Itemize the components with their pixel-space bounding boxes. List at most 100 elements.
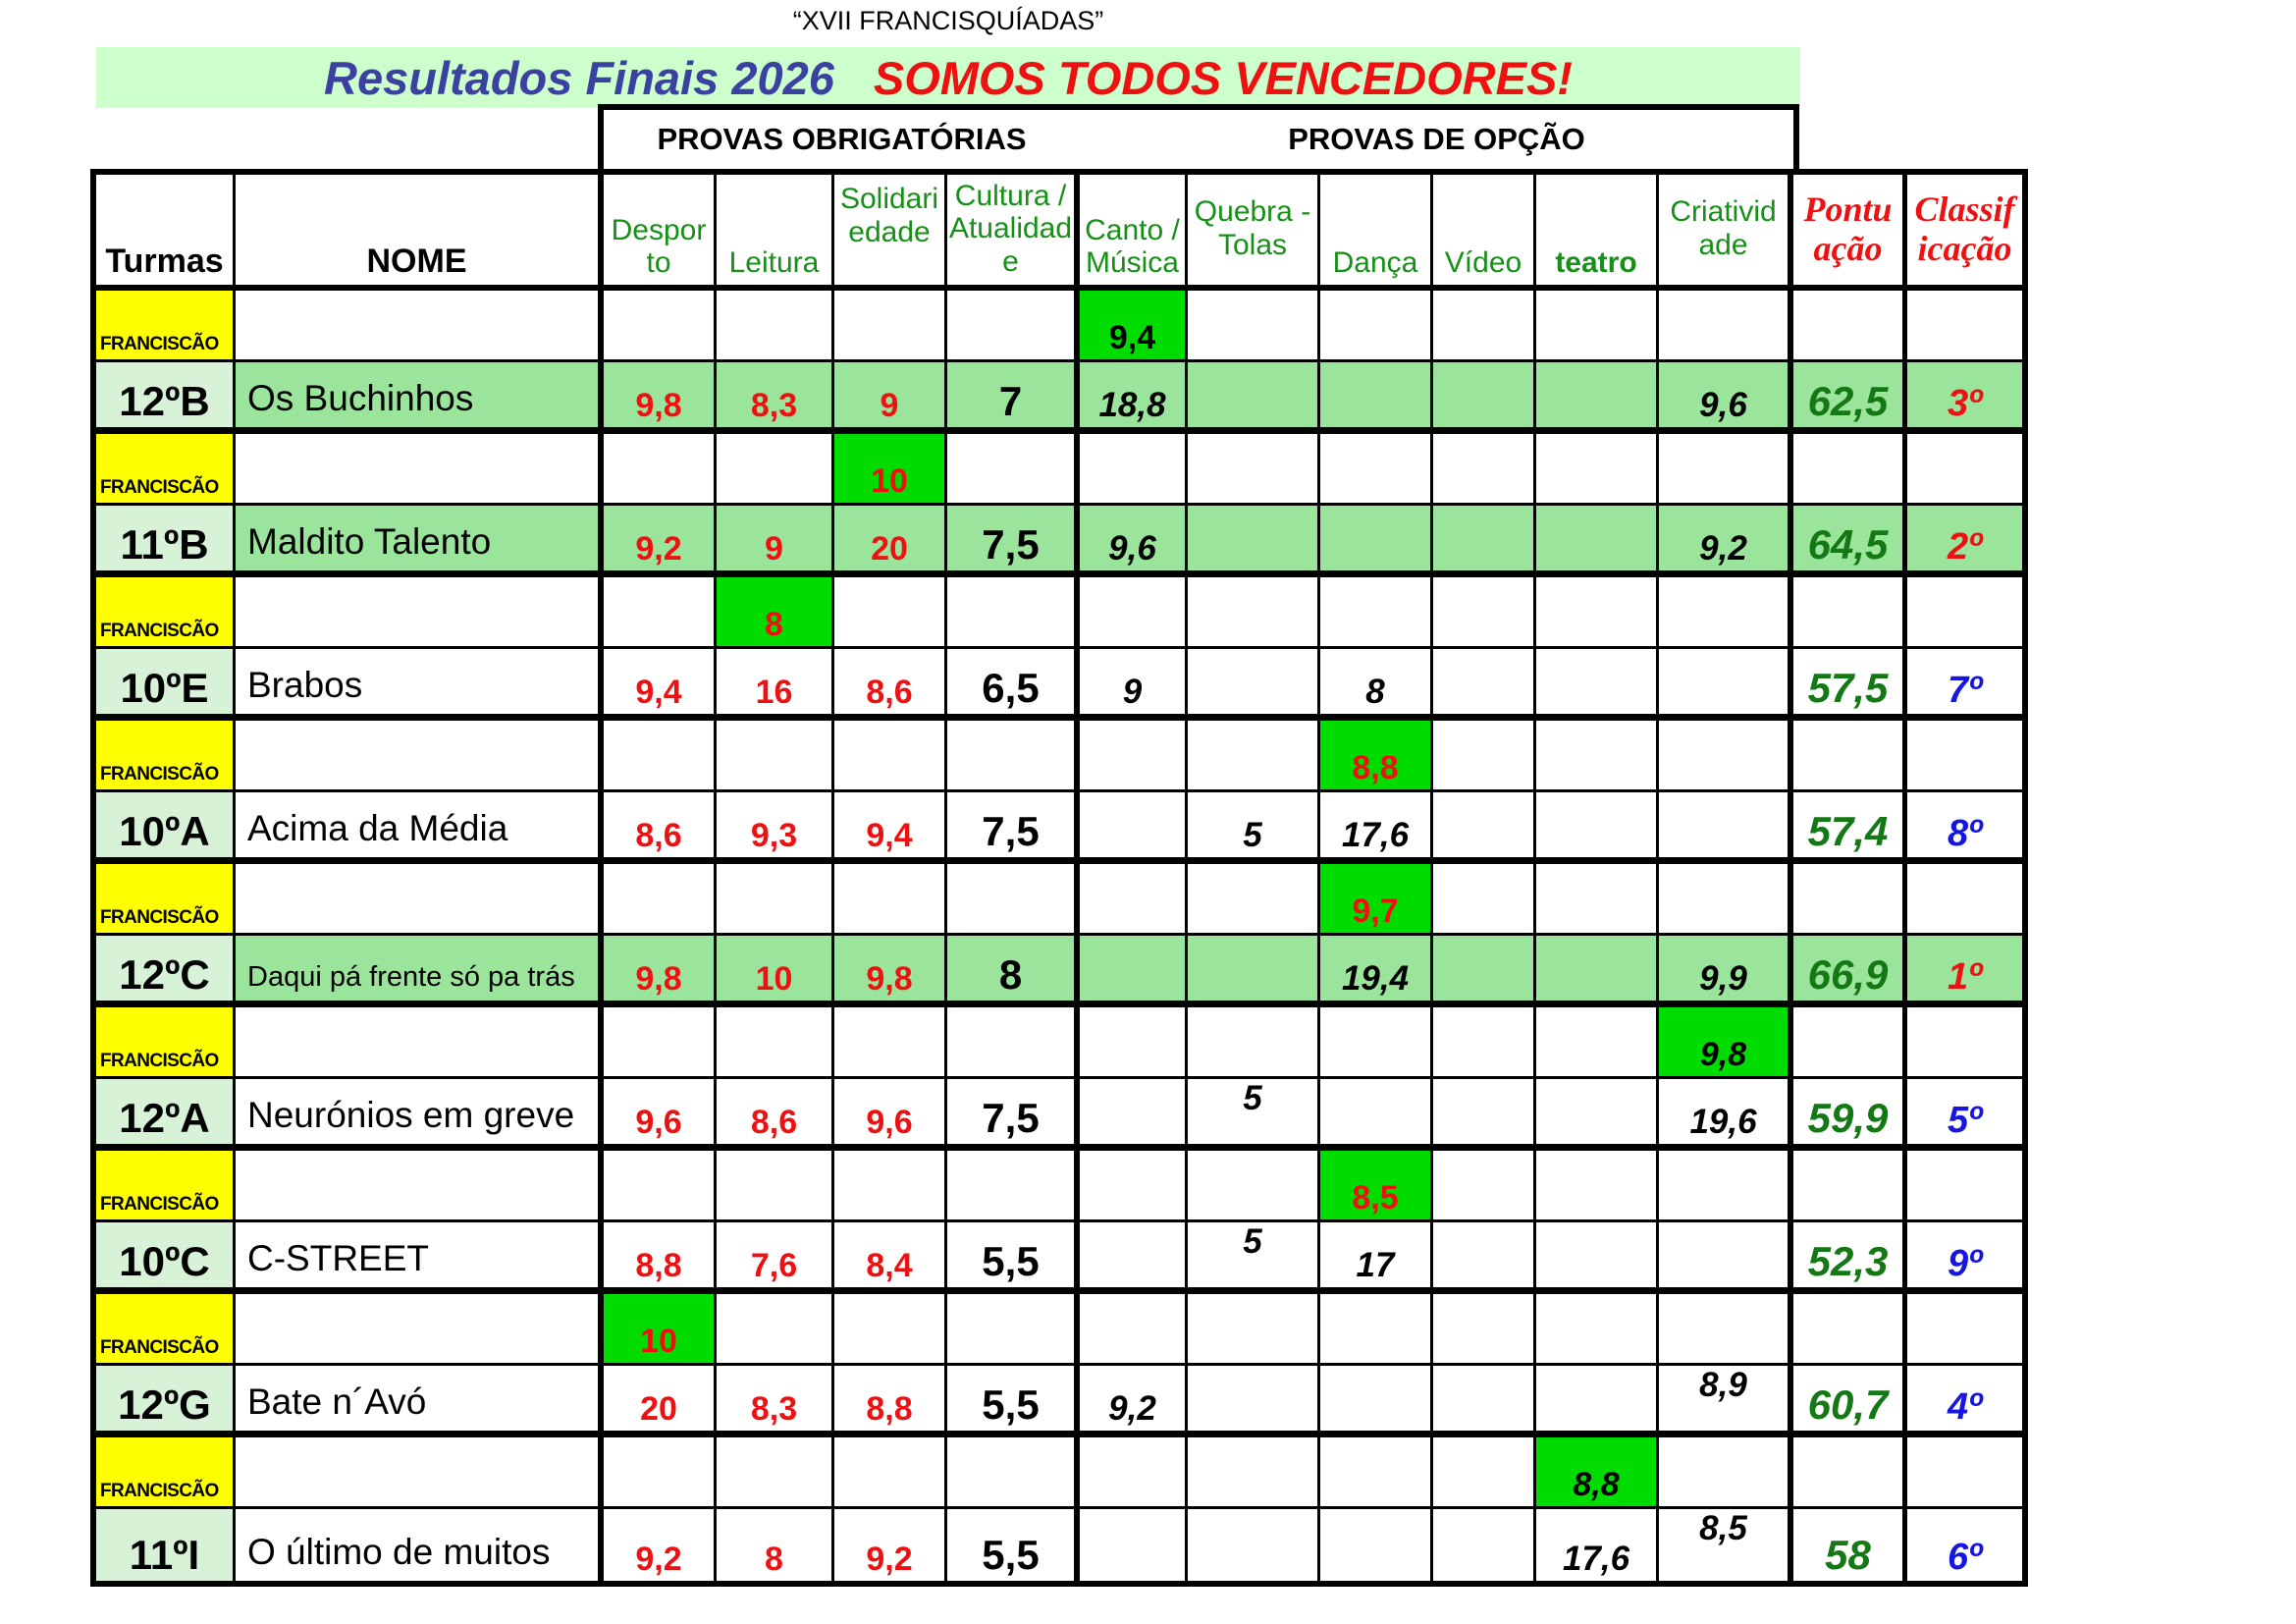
score-cell-leitura: 16 [717, 649, 834, 721]
score-value-leitura: 8,6 [750, 1104, 798, 1141]
franciscao-label: FRANCISCÃO [100, 764, 219, 785]
score-value-pontuacao: 57,5 [1807, 665, 1889, 711]
score-cell-desporto [604, 1437, 717, 1509]
score-value-pontuacao: 62,5 [1807, 378, 1889, 424]
score-cell-danca [1320, 506, 1433, 577]
score-cell-video [1433, 1079, 1536, 1151]
score-cell-video [1433, 1222, 1536, 1294]
score-value-pontuacao: 60,7 [1807, 1381, 1889, 1428]
team-name: Neurónios em greve [247, 1095, 575, 1136]
score-cell-video [1433, 577, 1536, 649]
score-value-criatividade: 19,6 [1689, 1103, 1757, 1141]
score-value-danca: 19,4 [1341, 959, 1410, 998]
score-cell-classificacao: 1º [1907, 936, 2022, 1007]
score-value-cultura: 8 [998, 951, 1023, 998]
score-cell-video [1433, 1151, 1536, 1222]
score-value-solidariedade: 8,6 [866, 674, 913, 711]
score-cell-desporto: 10 [604, 1294, 717, 1366]
col-header-label-turmas: Turmas [105, 242, 224, 280]
franciscao-label-cell: FRANCISCÃO [96, 1151, 236, 1222]
score-cell-classificacao: 9º [1907, 1222, 2022, 1294]
score-cell-teatro [1536, 649, 1659, 721]
score-cell-teatro [1536, 577, 1659, 649]
score-value-pontuacao: 66,9 [1807, 951, 1889, 998]
team-name-cell: Maldito Talento [236, 506, 604, 577]
score-cell-teatro [1536, 1151, 1659, 1222]
franciscao-label-cell: FRANCISCÃO [96, 577, 236, 649]
score-cell-video [1433, 506, 1536, 577]
score-value-solidariedade: 9 [880, 387, 899, 424]
score-cell-criatividade: 9,2 [1659, 506, 1793, 577]
score-cell-criatividade [1659, 1222, 1793, 1294]
score-cell-classificacao [1907, 434, 2022, 506]
score-cell-leitura: 8 [717, 1509, 834, 1581]
score-cell-solidariedade: 9,8 [834, 936, 947, 1007]
score-value-danca: 17 [1356, 1246, 1395, 1284]
score-cell-quebra [1188, 1366, 1320, 1437]
score-cell-leitura: 7,6 [717, 1222, 834, 1294]
empty-name-cell [236, 864, 604, 936]
score-cell-desporto [604, 434, 717, 506]
team-name: Brabos [247, 665, 363, 706]
score-cell-danca [1320, 362, 1433, 434]
score-cell-teatro [1536, 936, 1659, 1007]
score-value-desporto: 20 [640, 1390, 677, 1428]
turma-cell: 12ºG [96, 1366, 236, 1437]
score-value-pontuacao: 64,5 [1807, 521, 1889, 568]
score-value-cultura: 7 [998, 378, 1023, 424]
score-cell-pontuacao: 62,5 [1793, 362, 1907, 434]
score-value-quebra: 5 [1243, 1222, 1262, 1261]
score-cell-criatividade: 8,5 [1659, 1509, 1793, 1581]
col-header-label-classificacao: Classif icação [1914, 189, 2015, 268]
franciscao-label: FRANCISCÃO [100, 1051, 219, 1071]
score-cell-danca: 8,8 [1320, 721, 1433, 792]
score-cell-teatro [1536, 864, 1659, 936]
score-value-desporto: 9,2 [635, 1541, 682, 1578]
turma-cell: 12ºA [96, 1079, 236, 1151]
score-cell-quebra: 5 [1188, 792, 1320, 864]
team-name: Os Buchinhos [247, 378, 474, 419]
score-value-cultura: 7,5 [982, 521, 1040, 568]
score-value-criatividade: 9,8 [1699, 1036, 1747, 1073]
score-cell-canto [1080, 1151, 1188, 1222]
score-value-classificacao: 2º [1947, 526, 1982, 568]
score-cell-classificacao: 6º [1907, 1509, 2022, 1581]
score-cell-video [1433, 721, 1536, 792]
score-cell-leitura: 8,6 [717, 1079, 834, 1151]
turma-label: 12ºA [119, 1095, 210, 1141]
score-value-desporto: 10 [640, 1323, 677, 1360]
score-cell-canto [1080, 721, 1188, 792]
score-value-quebra: 5 [1243, 1079, 1262, 1117]
col-header-video: Vídeo [1433, 175, 1536, 291]
score-cell-pontuacao: 60,7 [1793, 1366, 1907, 1437]
col-header-label-teatro: teatro [1555, 246, 1637, 280]
score-value-solidariedade: 8,8 [866, 1390, 913, 1428]
score-value-desporto: 8,6 [635, 817, 682, 854]
turma-label: 12ºC [119, 951, 210, 998]
score-cell-classificacao [1907, 721, 2022, 792]
col-header-nome: NOME [236, 175, 604, 291]
score-cell-video [1433, 1294, 1536, 1366]
score-cell-pontuacao: 58 [1793, 1509, 1907, 1581]
turma-cell: 10ºE [96, 649, 236, 721]
score-value-leitura: 16 [755, 674, 793, 711]
team-name-cell: Neurónios em greve [236, 1079, 604, 1151]
score-value-teatro: 17,6 [1562, 1540, 1630, 1578]
col-header-cultura: Cultura / Atualidad e [947, 175, 1080, 291]
score-cell-teatro [1536, 1079, 1659, 1151]
score-cell-teatro [1536, 291, 1659, 362]
turma-label: 10ºE [120, 665, 209, 711]
score-value-criatividade: 8,5 [1699, 1509, 1747, 1547]
banner-title-left: Resultados Finais 2026 [324, 51, 834, 104]
score-cell-leitura [717, 291, 834, 362]
score-cell-pontuacao [1793, 864, 1907, 936]
score-value-quebra: 5 [1243, 816, 1262, 854]
col-header-label-danca: Dança [1332, 246, 1418, 280]
score-cell-classificacao: 3º [1907, 362, 2022, 434]
score-cell-teatro [1536, 362, 1659, 434]
score-value-pontuacao: 52,3 [1807, 1238, 1889, 1284]
col-header-canto: Canto / Música [1080, 175, 1188, 291]
score-value-danca: 8,8 [1352, 749, 1399, 786]
results-banner: Resultados Finais 2026 SOMOS TODOS VENCE… [96, 47, 1800, 108]
score-value-cultura: 7,5 [982, 1095, 1040, 1141]
